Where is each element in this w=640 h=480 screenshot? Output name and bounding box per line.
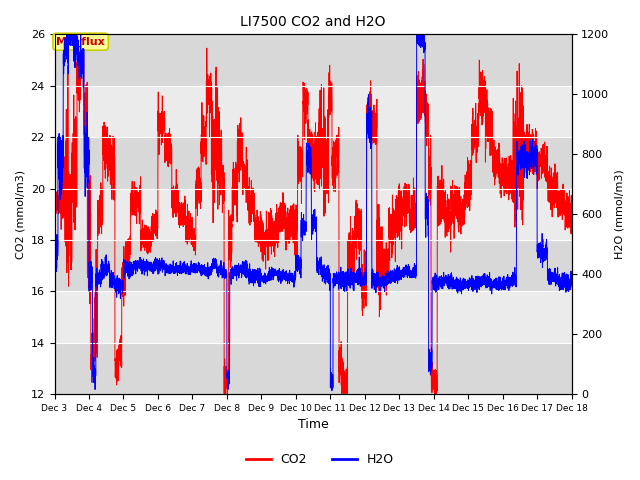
Bar [54, 137, 572, 189]
Bar [54, 291, 572, 343]
Title: LI7500 CO2 and H2O: LI7500 CO2 and H2O [240, 15, 386, 29]
Bar [54, 343, 572, 394]
Bar [54, 240, 572, 291]
Text: MB_flux: MB_flux [56, 36, 105, 47]
Legend: CO2, H2O: CO2, H2O [241, 448, 399, 471]
Bar [54, 86, 572, 137]
Bar [54, 189, 572, 240]
Bar [54, 35, 572, 86]
Y-axis label: CO2 (mmol/m3): CO2 (mmol/m3) [15, 169, 25, 259]
Y-axis label: H2O (mmol/m3): H2O (mmol/m3) [615, 169, 625, 259]
X-axis label: Time: Time [298, 419, 328, 432]
